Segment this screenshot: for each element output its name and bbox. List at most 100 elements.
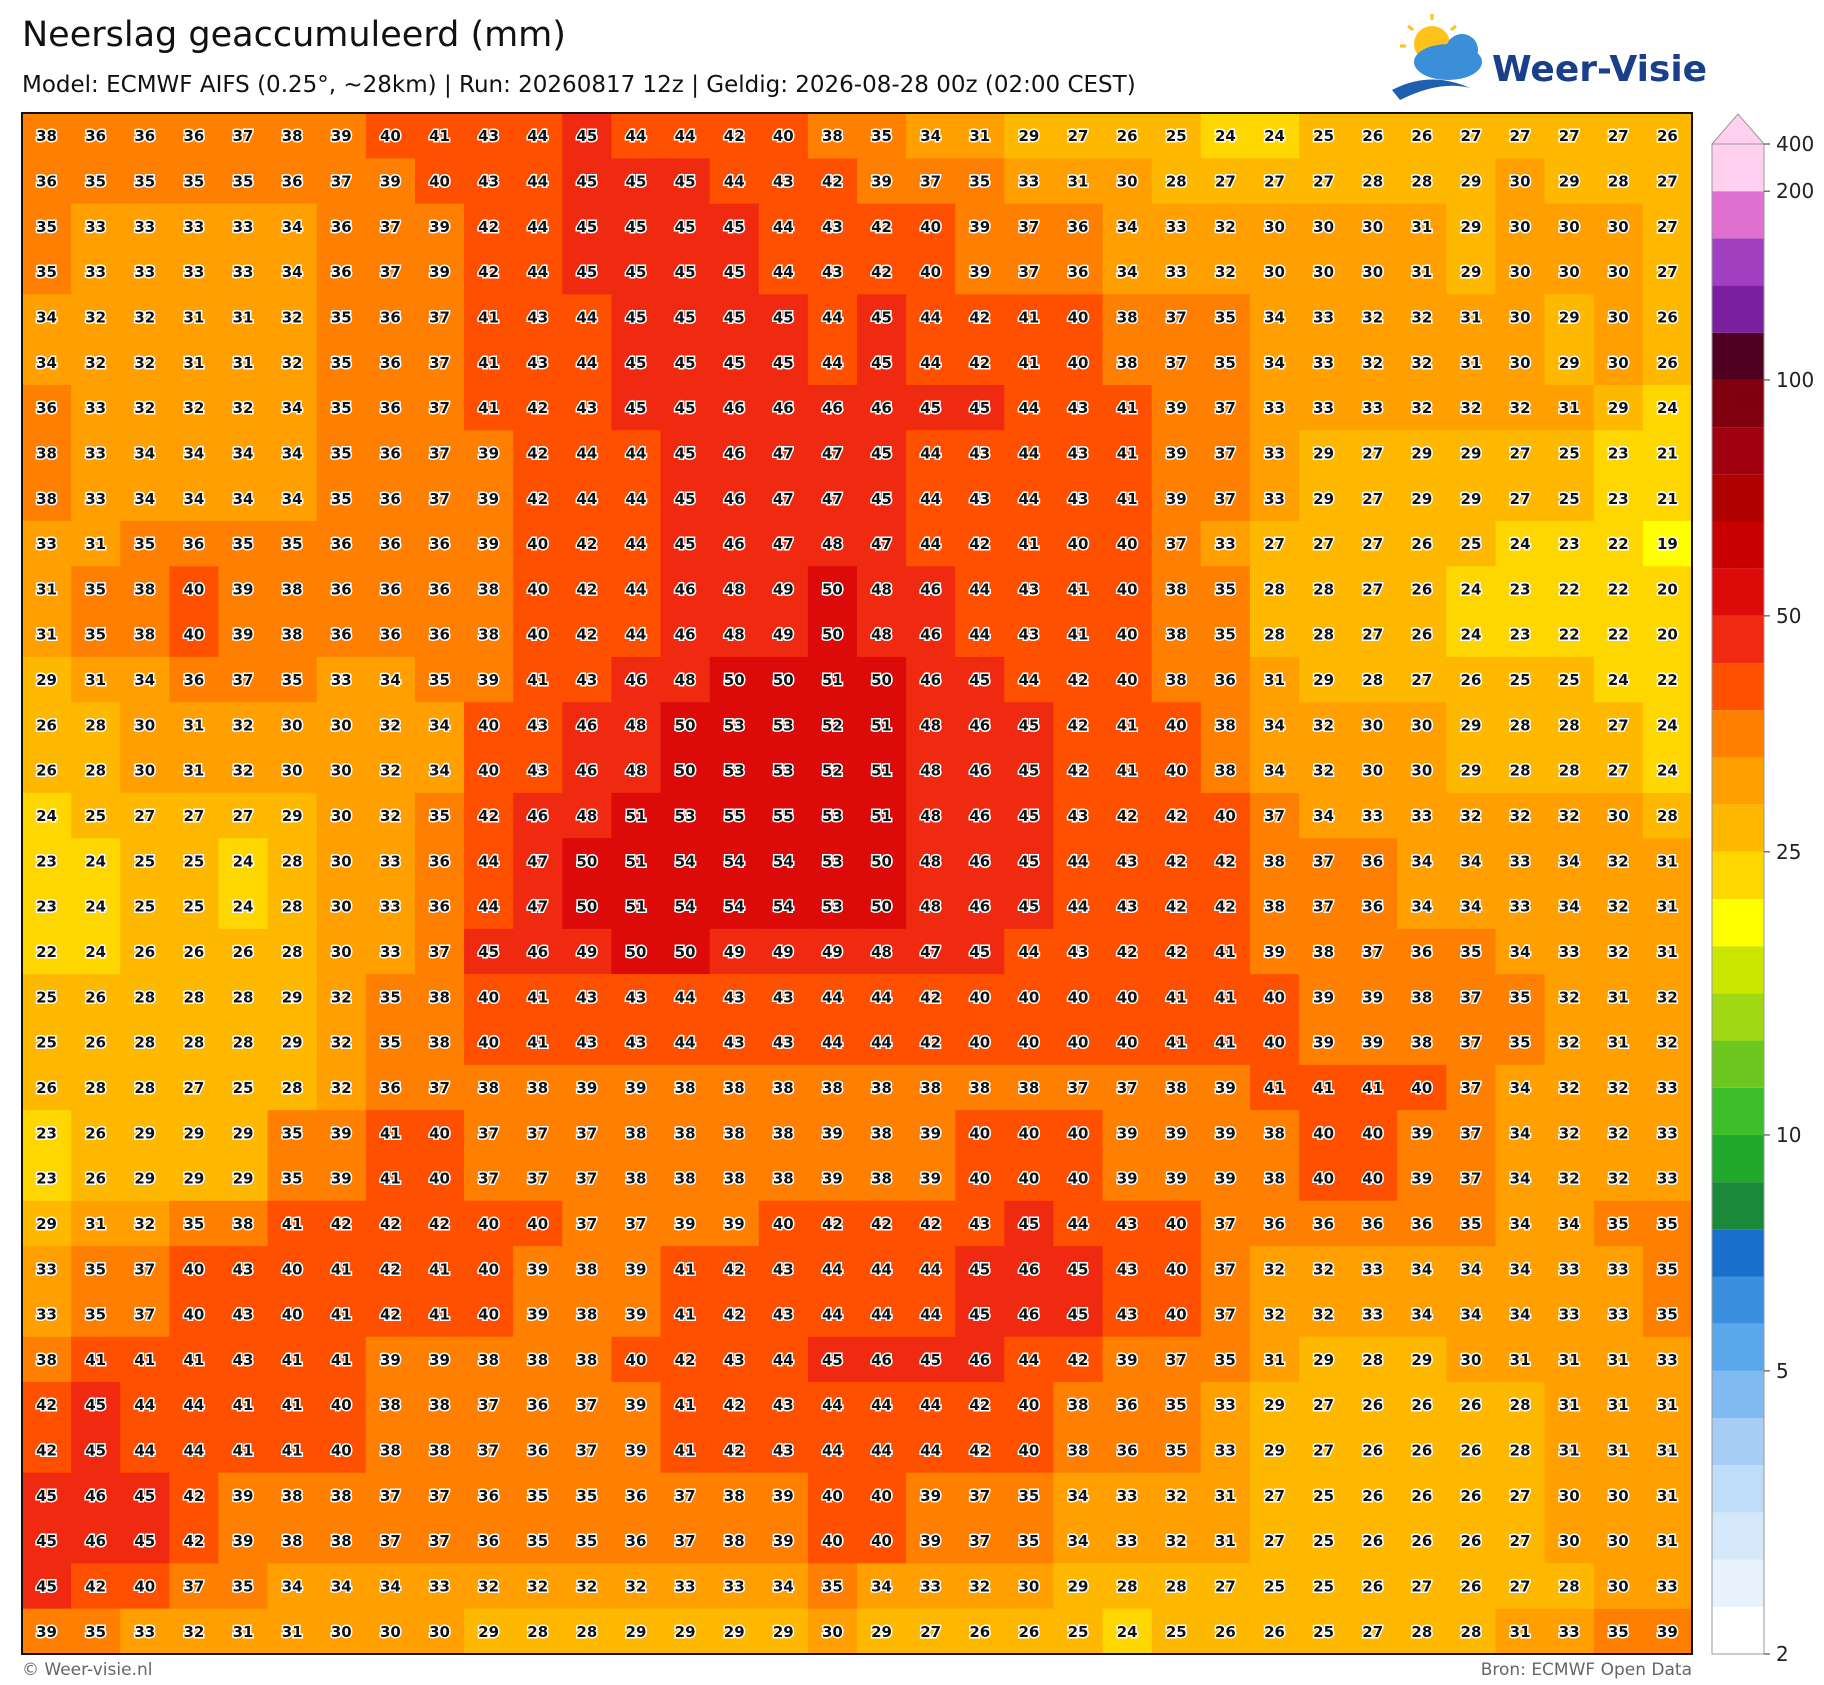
cell-value: 40 <box>969 1170 990 1188</box>
cell-value: 44 <box>724 172 745 190</box>
cell-value: 36 <box>36 399 57 417</box>
cell <box>267 1155 318 1202</box>
cell-value: 36 <box>527 1442 548 1460</box>
cell-value: 46 <box>1018 1306 1039 1324</box>
cell-value: 25 <box>36 1034 57 1052</box>
cell-value: 34 <box>1068 1532 1089 1550</box>
cell-value: 42 <box>478 807 499 825</box>
cell <box>365 520 416 567</box>
cell-value: 48 <box>724 580 745 598</box>
cell-value: 34 <box>1068 1487 1089 1505</box>
cell <box>1544 1019 1595 1066</box>
cell-value: 37 <box>576 1442 597 1460</box>
cell-value: 33 <box>1657 1170 1678 1188</box>
cell-value: 34 <box>134 444 155 462</box>
cell <box>709 520 760 567</box>
cell <box>71 113 121 159</box>
cell <box>1053 974 1104 1020</box>
cell-value: 39 <box>626 1442 647 1460</box>
cell-value: 24 <box>233 898 254 916</box>
cell <box>906 1155 956 1202</box>
cell <box>1642 883 1693 930</box>
cell-value: 39 <box>1166 444 1187 462</box>
cell-value: 30 <box>1264 263 1285 281</box>
cell <box>1299 747 1349 794</box>
cell-value: 44 <box>773 218 794 236</box>
cell <box>906 1019 956 1066</box>
cell-value: 32 <box>85 308 106 326</box>
cell <box>611 611 662 658</box>
cell-value: 35 <box>282 535 303 553</box>
cell <box>1397 339 1447 386</box>
cell-value: 38 <box>822 127 843 145</box>
cell-value: 46 <box>969 1351 990 1369</box>
cell-value: 51 <box>822 671 843 689</box>
cell-value: 43 <box>233 1306 254 1324</box>
cell-value: 26 <box>1362 1578 1383 1596</box>
cell <box>906 248 956 295</box>
cell <box>1446 475 1497 522</box>
cell-value: 44 <box>1018 671 1039 689</box>
cell-value: 22 <box>36 943 57 961</box>
cell-value: 34 <box>1510 1215 1531 1233</box>
cell <box>1397 520 1447 567</box>
cell-value: 38 <box>1264 1170 1285 1188</box>
cell <box>1593 1200 1644 1247</box>
cell <box>758 1019 809 1066</box>
cell <box>1642 974 1693 1020</box>
cell <box>611 702 662 749</box>
cell-value: 36 <box>1215 671 1236 689</box>
cell-value: 39 <box>920 1124 941 1142</box>
cell-value: 41 <box>282 1215 303 1233</box>
cell <box>218 430 269 477</box>
cell-value: 40 <box>1166 716 1187 734</box>
cell <box>660 158 711 205</box>
cell-value: 43 <box>724 988 745 1006</box>
cell <box>1004 656 1054 703</box>
cell-value: 33 <box>36 1260 57 1278</box>
cell <box>906 475 956 522</box>
cell <box>1053 1246 1104 1292</box>
cell-value: 31 <box>36 626 57 644</box>
cell <box>1151 747 1202 794</box>
cell-value: 36 <box>380 580 401 598</box>
cell-value: 29 <box>1461 218 1482 236</box>
cell <box>414 520 465 567</box>
cell-value: 38 <box>724 1532 745 1550</box>
cell-value: 37 <box>969 1532 990 1550</box>
cell <box>1593 792 1644 839</box>
cell <box>1397 747 1447 794</box>
cell-value: 38 <box>134 626 155 644</box>
cell-value: 43 <box>233 1351 254 1369</box>
cell-value: 42 <box>1068 1351 1089 1369</box>
cell <box>1249 792 1300 839</box>
cell-value: 39 <box>331 1170 352 1188</box>
colorbar-label: 400 <box>1776 132 1814 156</box>
cell-value: 34 <box>282 490 303 508</box>
cell <box>807 158 858 205</box>
cell <box>709 702 760 749</box>
cell <box>1397 158 1447 205</box>
cell <box>1249 158 1300 205</box>
cell-value: 32 <box>134 1215 155 1233</box>
cell <box>955 1019 1005 1066</box>
cell <box>1348 520 1398 567</box>
cell-value: 39 <box>626 1306 647 1324</box>
cell-value: 28 <box>1510 1442 1531 1460</box>
cell <box>562 838 612 884</box>
cell <box>414 747 465 794</box>
colorbar-segment <box>1712 474 1764 522</box>
cell <box>1249 883 1300 930</box>
cell <box>1299 475 1349 522</box>
cell-value: 42 <box>527 399 548 417</box>
cell-value: 26 <box>1411 580 1432 598</box>
cell <box>1200 248 1251 295</box>
cell-value: 23 <box>1608 490 1629 508</box>
cell-value: 24 <box>85 943 106 961</box>
colorbar-segment <box>1712 238 1764 286</box>
cell-value: 38 <box>1264 852 1285 870</box>
cell-value: 50 <box>626 943 647 961</box>
cell <box>365 1200 416 1247</box>
cell-value: 42 <box>576 626 597 644</box>
cell-value: 38 <box>871 1124 892 1142</box>
